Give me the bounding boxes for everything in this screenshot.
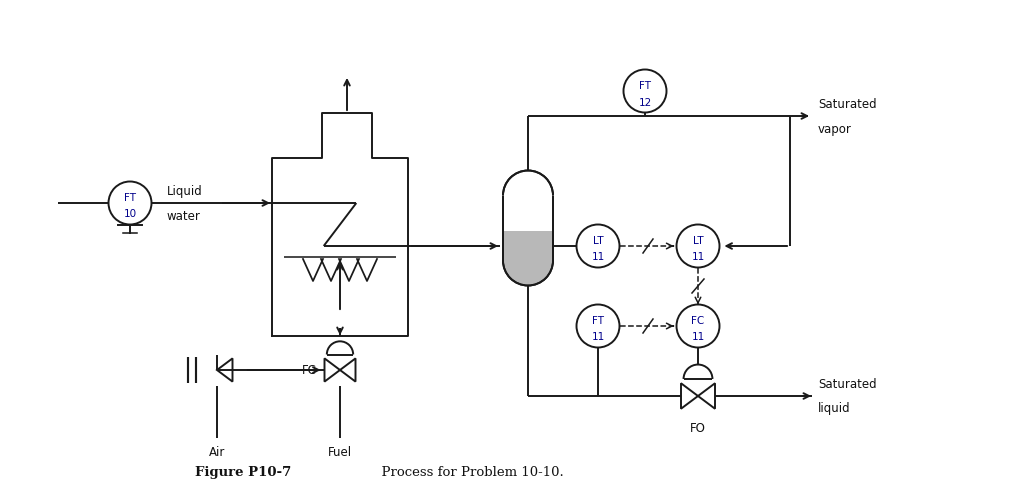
Text: Liquid: Liquid <box>167 184 203 197</box>
Text: FC: FC <box>302 364 316 377</box>
Text: Figure P10-7: Figure P10-7 <box>195 465 291 478</box>
Text: FT: FT <box>592 316 604 326</box>
Text: Saturated: Saturated <box>818 378 877 391</box>
Text: 11: 11 <box>592 332 604 342</box>
Text: FT: FT <box>124 193 136 203</box>
Text: 11: 11 <box>691 252 705 262</box>
Text: LT: LT <box>692 236 703 246</box>
Text: Saturated: Saturated <box>818 98 877 111</box>
Text: FT: FT <box>639 81 651 91</box>
Polygon shape <box>504 232 552 261</box>
Text: 12: 12 <box>638 97 651 107</box>
Text: 11: 11 <box>691 332 705 342</box>
Text: vapor: vapor <box>818 122 852 135</box>
Text: FC: FC <box>691 316 705 326</box>
Text: water: water <box>167 210 201 223</box>
Text: Air: Air <box>209 445 225 458</box>
Text: 11: 11 <box>592 252 604 262</box>
Text: 10: 10 <box>124 209 136 219</box>
Text: Process for Problem 10-10.: Process for Problem 10-10. <box>373 465 564 478</box>
Wedge shape <box>504 261 552 285</box>
Text: LT: LT <box>593 236 603 246</box>
Text: FO: FO <box>690 421 706 434</box>
Text: liquid: liquid <box>818 402 851 415</box>
Text: Fuel: Fuel <box>328 445 352 458</box>
